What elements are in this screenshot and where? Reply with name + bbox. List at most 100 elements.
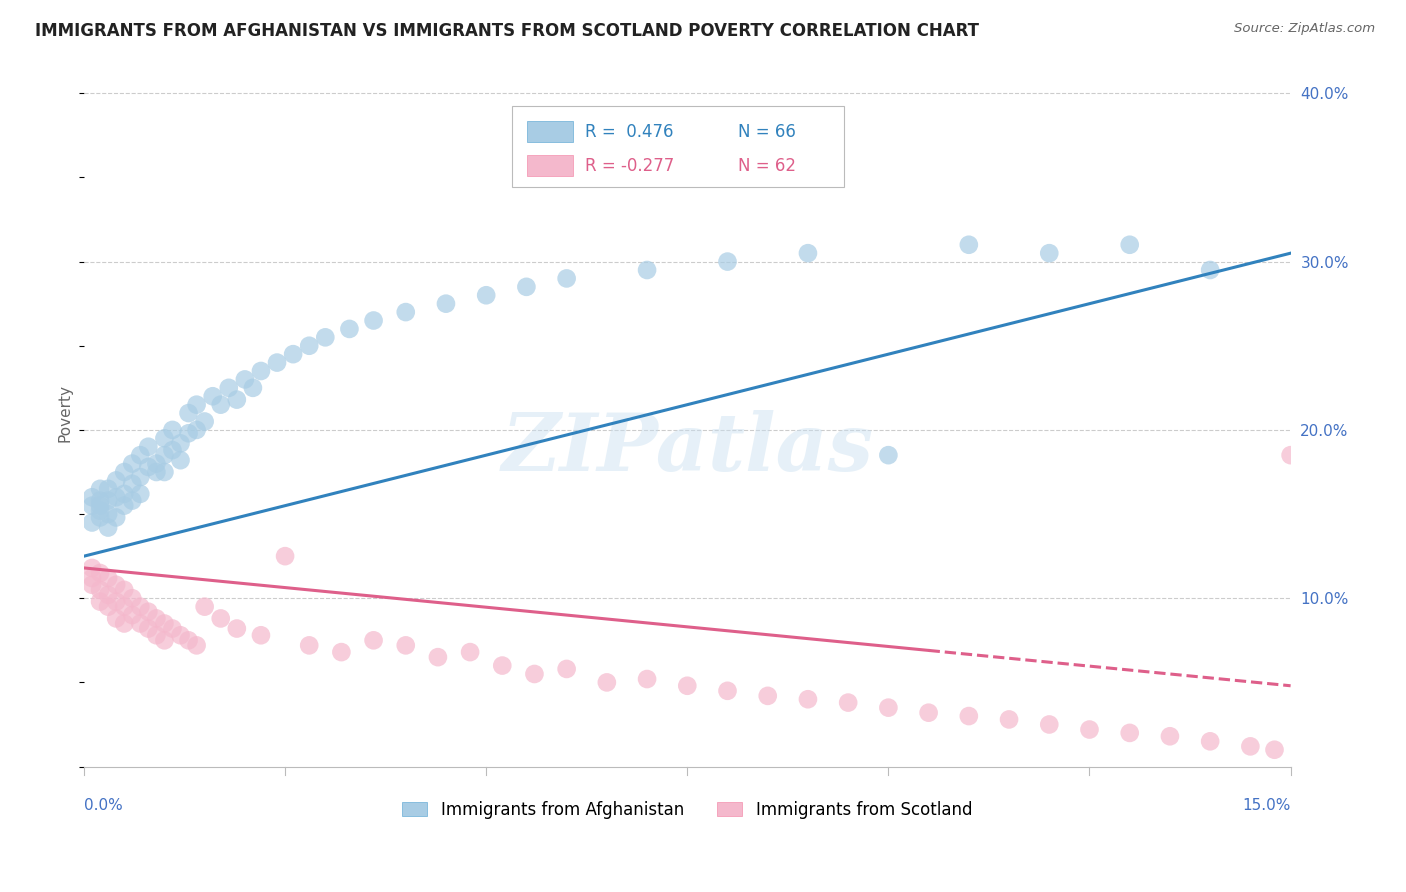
Point	[105, 611, 128, 625]
Point	[169, 453, 191, 467]
Point	[121, 493, 143, 508]
FancyBboxPatch shape	[512, 105, 844, 186]
Point	[395, 639, 418, 653]
Point	[339, 322, 361, 336]
Point	[434, 296, 457, 310]
Text: IMMIGRANTS FROM AFGHANISTAN VS IMMIGRANTS FROM SCOTLAND POVERTY CORRELATION CHAR: IMMIGRANTS FROM AFGHANISTAN VS IMMIGRANT…	[35, 22, 979, 40]
Point	[877, 700, 900, 714]
Point	[89, 566, 111, 580]
Point	[1118, 726, 1140, 740]
Point	[298, 639, 321, 653]
Point	[194, 415, 217, 429]
Point	[112, 599, 135, 614]
Point	[957, 237, 980, 252]
Point	[636, 672, 658, 686]
Point	[1239, 739, 1261, 754]
Point	[138, 622, 160, 636]
Point	[1199, 734, 1222, 748]
Point	[1038, 246, 1060, 260]
Point	[112, 465, 135, 479]
Point	[242, 381, 264, 395]
Point	[80, 499, 103, 513]
Point	[676, 679, 699, 693]
Point	[169, 628, 191, 642]
Point	[1118, 237, 1140, 252]
Point	[177, 426, 200, 441]
Point	[97, 599, 120, 614]
Point	[330, 645, 353, 659]
Text: N = 66: N = 66	[738, 123, 796, 141]
Point	[97, 493, 120, 508]
Point	[145, 465, 167, 479]
Point	[80, 516, 103, 530]
Point	[555, 662, 578, 676]
Point	[877, 448, 900, 462]
Point	[129, 448, 152, 462]
Point	[797, 246, 820, 260]
Point	[274, 549, 297, 563]
Point	[363, 313, 385, 327]
Point	[153, 431, 176, 445]
Point	[298, 339, 321, 353]
Y-axis label: Poverty: Poverty	[58, 384, 72, 442]
Point	[281, 347, 304, 361]
Point	[112, 582, 135, 597]
Point	[129, 487, 152, 501]
Point	[837, 696, 859, 710]
Text: ZIPatlas: ZIPatlas	[501, 409, 873, 487]
Point	[1279, 448, 1302, 462]
Point	[1078, 723, 1101, 737]
Point	[105, 474, 128, 488]
Point	[89, 504, 111, 518]
Point	[314, 330, 336, 344]
Text: Source: ZipAtlas.com: Source: ZipAtlas.com	[1234, 22, 1375, 36]
Point	[426, 650, 449, 665]
Point	[266, 355, 288, 369]
Point	[105, 510, 128, 524]
Point	[209, 398, 232, 412]
Text: 15.0%: 15.0%	[1243, 798, 1291, 814]
Point	[716, 683, 738, 698]
Point	[129, 599, 152, 614]
Point	[225, 622, 247, 636]
Point	[475, 288, 498, 302]
Point	[162, 443, 184, 458]
Point	[138, 440, 160, 454]
Point	[636, 263, 658, 277]
Point	[209, 611, 232, 625]
Point	[112, 499, 135, 513]
Point	[80, 578, 103, 592]
Point	[756, 689, 779, 703]
Point	[716, 254, 738, 268]
Point	[555, 271, 578, 285]
Point	[515, 280, 537, 294]
Point	[1263, 743, 1285, 757]
Point	[153, 465, 176, 479]
Point	[797, 692, 820, 706]
Point	[186, 398, 208, 412]
Point	[1038, 717, 1060, 731]
Point	[89, 582, 111, 597]
Point	[201, 389, 224, 403]
Point	[97, 520, 120, 534]
Point	[105, 578, 128, 592]
Legend: Immigrants from Afghanistan, Immigrants from Scotland: Immigrants from Afghanistan, Immigrants …	[395, 794, 979, 825]
Point	[105, 594, 128, 608]
Point	[162, 423, 184, 437]
Point	[250, 628, 273, 642]
Point	[89, 499, 111, 513]
Point	[233, 372, 256, 386]
Point	[145, 628, 167, 642]
Point	[97, 507, 120, 521]
Point	[129, 616, 152, 631]
Point	[121, 591, 143, 606]
Point	[169, 436, 191, 450]
Point	[177, 633, 200, 648]
Text: 0.0%: 0.0%	[84, 798, 122, 814]
Point	[80, 571, 103, 585]
Point	[89, 482, 111, 496]
Point	[1199, 263, 1222, 277]
Point	[395, 305, 418, 319]
Point	[89, 510, 111, 524]
Point	[177, 406, 200, 420]
